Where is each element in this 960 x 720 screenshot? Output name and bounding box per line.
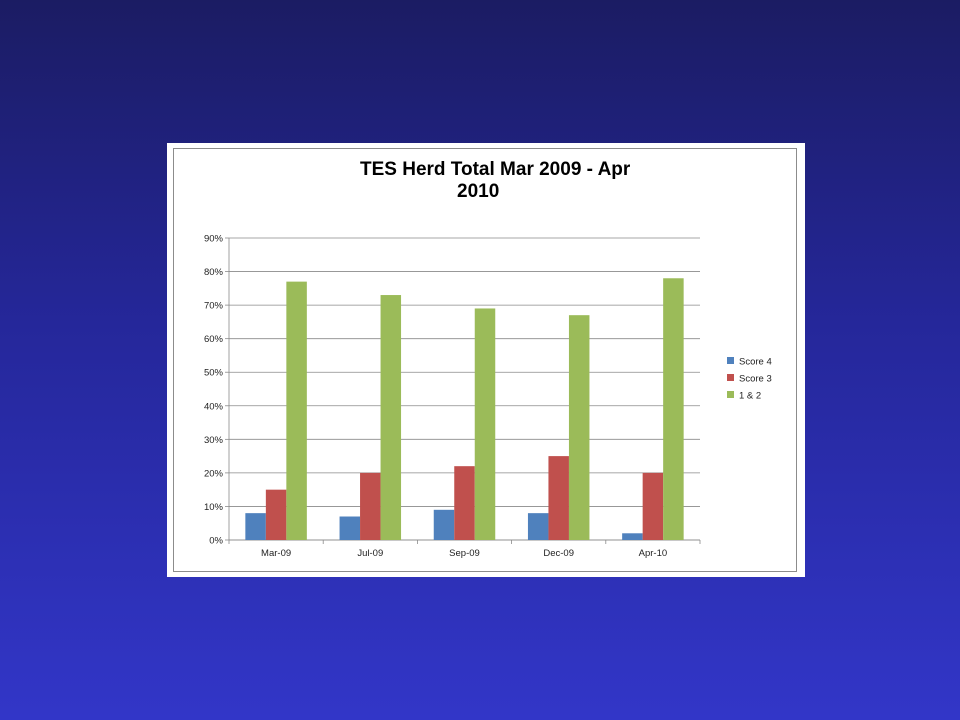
legend-swatch (727, 357, 734, 364)
x-tick-label: Sep-09 (449, 548, 480, 559)
bar (622, 533, 643, 540)
bar (360, 472, 381, 540)
bar (568, 315, 590, 540)
x-tick-label: Apr-10 (639, 548, 668, 559)
bar (380, 295, 402, 540)
bar-chart: 0% 10% 20% 30% 40% 50% 60% 70% 80% 90% Mar-09 Jul-0… (204, 234, 772, 560)
bar (548, 456, 569, 540)
legend-label: Score 3 (739, 374, 772, 385)
bar (286, 281, 307, 540)
bar (339, 516, 361, 540)
bar (433, 509, 455, 540)
y-tick-label: 10% (204, 502, 224, 513)
x-tick-label: Dec-09 (543, 548, 574, 559)
chart-frame (173, 148, 797, 572)
chart-title-line-2: 2010 (457, 181, 500, 202)
legend-swatch (727, 374, 734, 381)
y-tick-label: 90% (204, 234, 224, 245)
y-tick-label: 80% (204, 267, 224, 278)
bar (454, 466, 475, 540)
y-tick-label: 60% (204, 334, 224, 345)
legend-label: 1 & 2 (739, 391, 761, 402)
legend-label: Score 4 (739, 357, 772, 368)
bar (265, 489, 287, 540)
bar (474, 308, 496, 540)
bar (527, 513, 549, 540)
chart-card: TES Herd Total Mar 2009 - Apr 2010 0% 10%… (167, 143, 805, 577)
bar (663, 278, 684, 540)
y-tick-label: 0% (209, 536, 223, 547)
bar (245, 513, 266, 540)
y-tick-label: 30% (204, 435, 224, 446)
x-tick-label: Mar-09 (261, 548, 291, 559)
y-tick-label: 70% (204, 301, 224, 312)
bar (642, 472, 664, 540)
chart-title-line-1: TES Herd Total Mar 2009 - Apr (360, 159, 631, 180)
y-tick-label: 50% (204, 368, 224, 379)
legend-swatch (727, 391, 734, 398)
y-tick-label: 40% (204, 401, 224, 412)
x-tick-label: Jul-09 (357, 548, 383, 559)
y-tick-label: 20% (204, 468, 224, 479)
